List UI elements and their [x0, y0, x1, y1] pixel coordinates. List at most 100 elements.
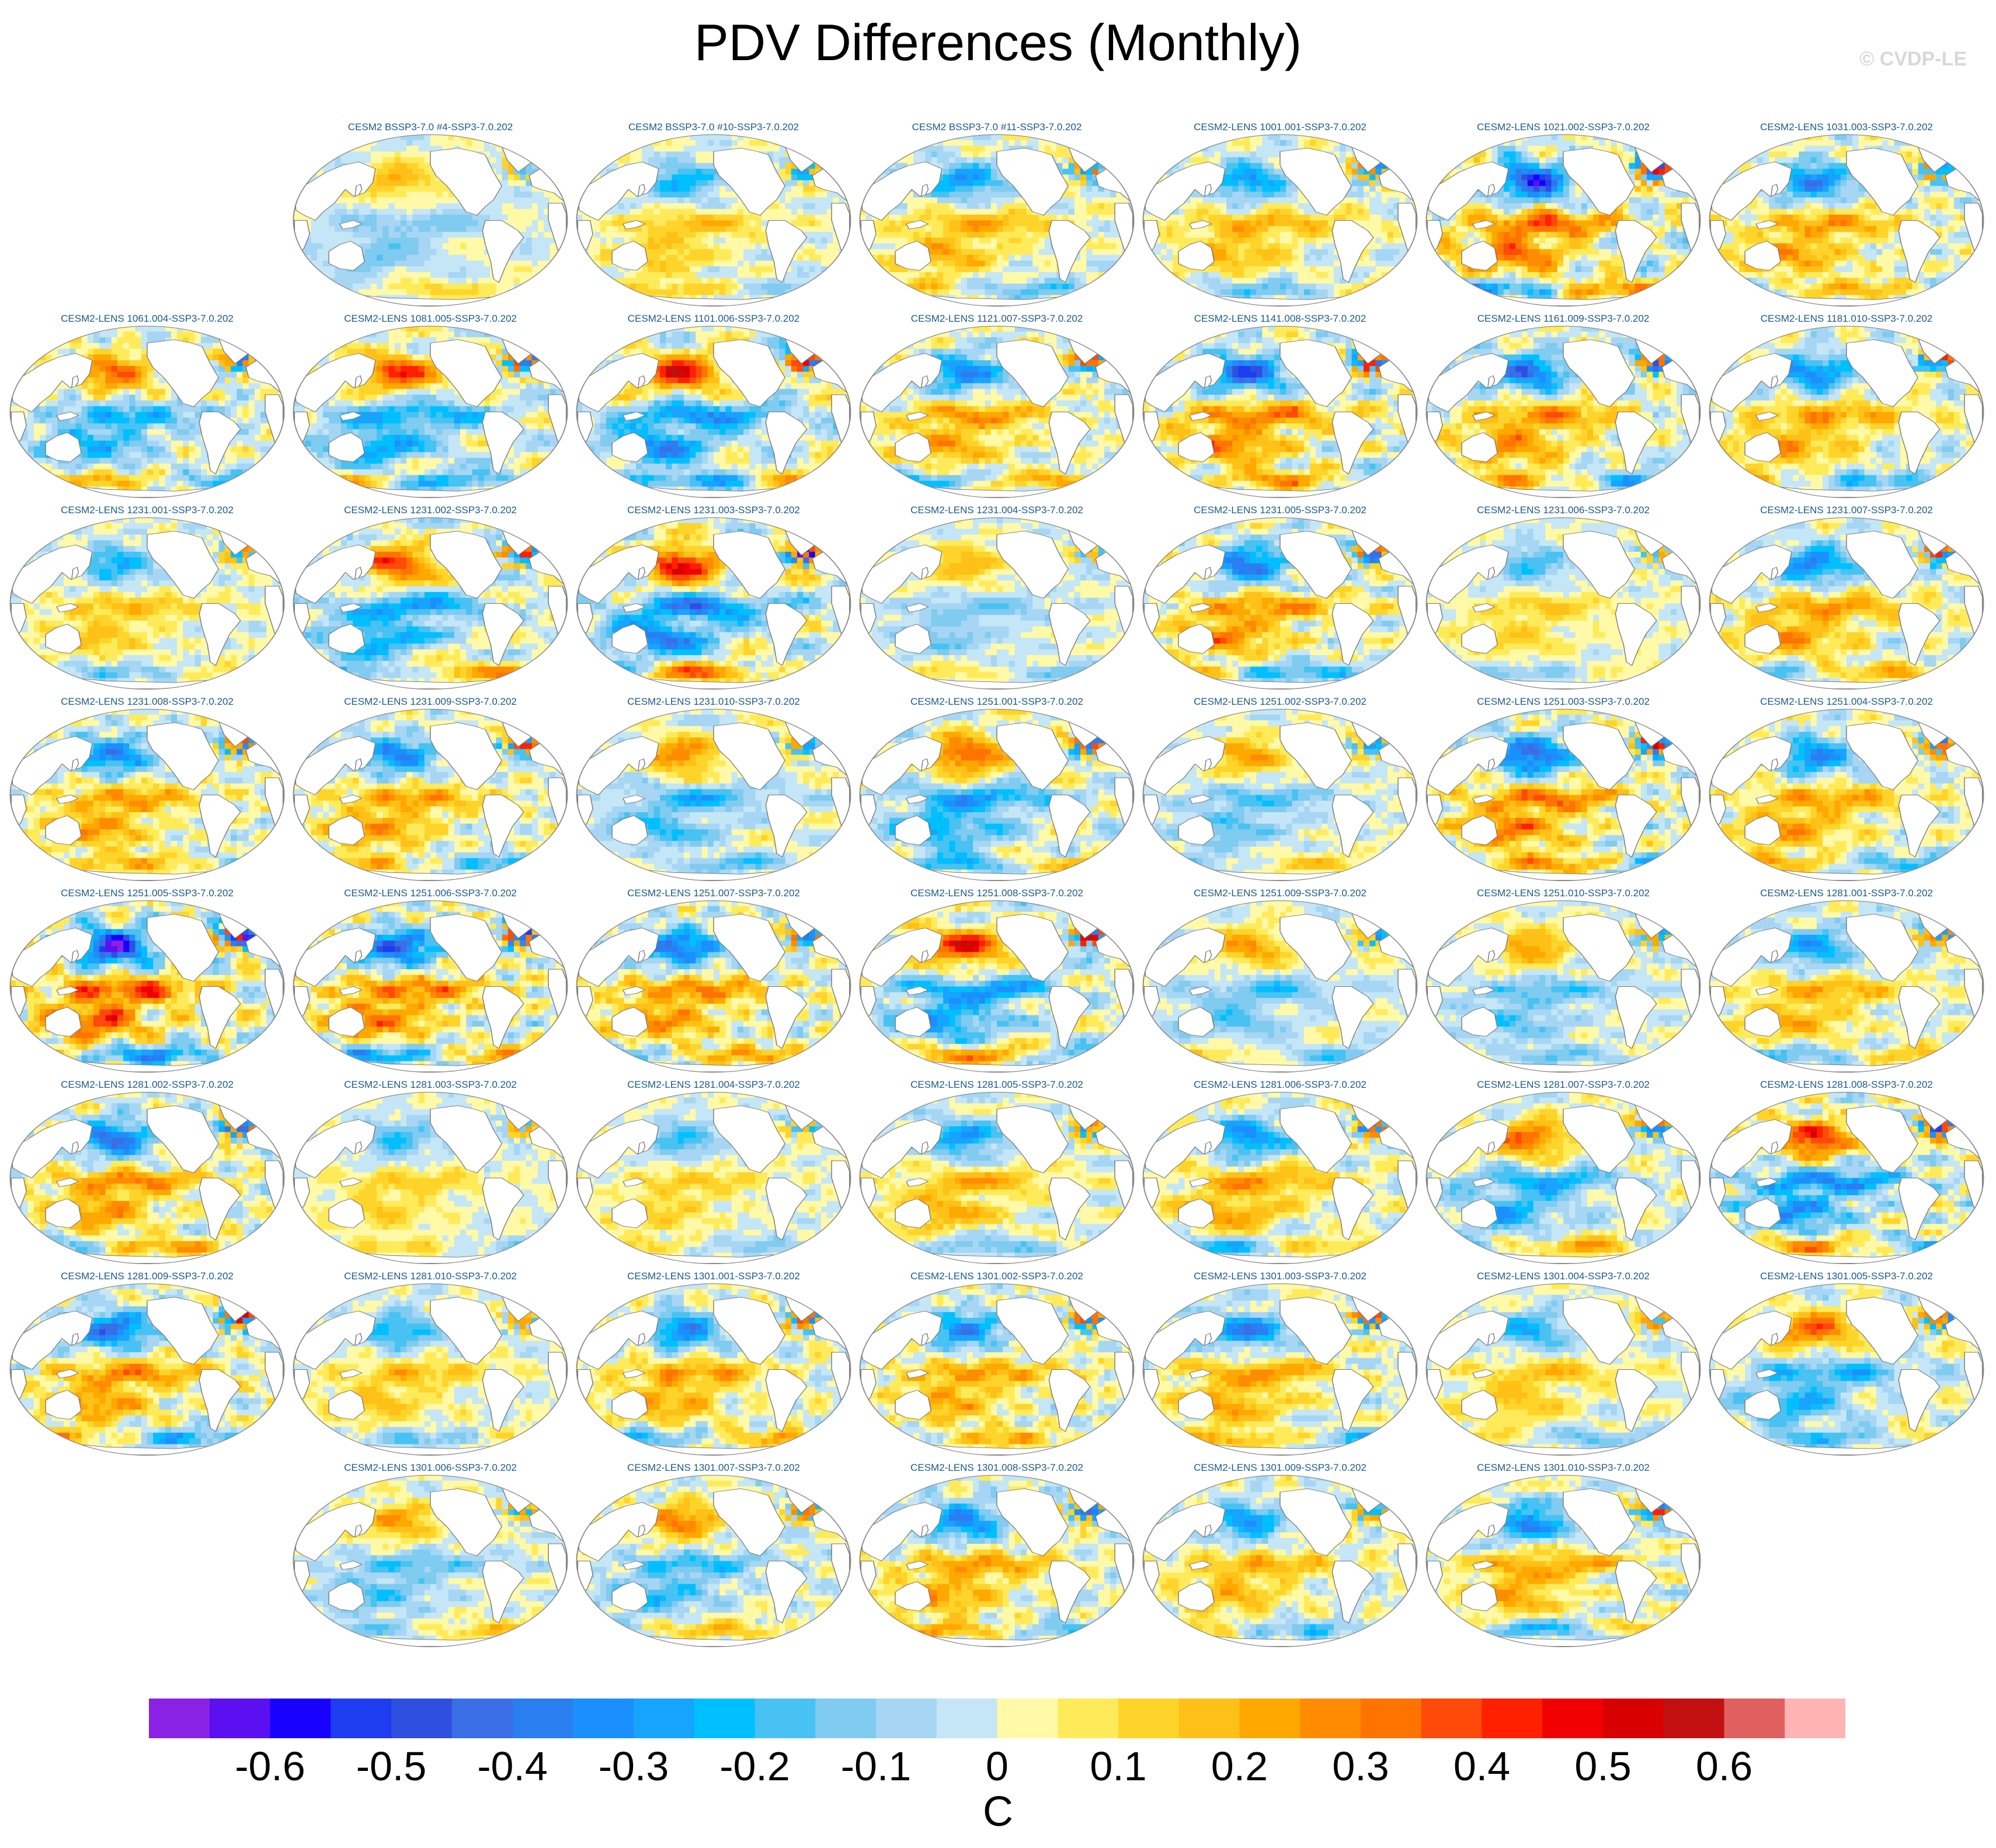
panel-title: CESM2 BSSP3-7.0 #4-SSP3-7.0.202 [290, 121, 571, 133]
panel-title: CESM2-LENS 1251.001-SSP3-7.0.202 [857, 696, 1137, 708]
map-panel: CESM2-LENS 1181.010-SSP3-7.0.202 [1706, 313, 1987, 500]
map-panel: CESM2-LENS 1301.004-SSP3-7.0.202 [1423, 1271, 1703, 1457]
map-panel: CESM2 BSSP3-7.0 #4-SSP3-7.0.202 [290, 121, 571, 308]
anomaly-map [293, 709, 568, 881]
colorbar-swatch [1300, 1699, 1361, 1738]
anomaly-map [1426, 134, 1701, 307]
anomaly-map [860, 1475, 1134, 1647]
panel-title: CESM2-LENS 1161.009-SSP3-7.0.202 [1423, 313, 1703, 325]
map-panel: CESM2-LENS 1231.002-SSP3-7.0.202 [290, 504, 571, 691]
colorbar-swatch [1482, 1699, 1543, 1738]
colorbar-swatch [1118, 1699, 1179, 1738]
panel-title: CESM2-LENS 1281.001-SSP3-7.0.202 [1706, 888, 1987, 899]
map-panel: CESM2-LENS 1231.005-SSP3-7.0.202 [1140, 504, 1420, 691]
colorbar-swatch [1664, 1699, 1724, 1738]
map-panel: CESM2-LENS 1231.009-SSP3-7.0.202 [290, 696, 571, 883]
colorbar-swatch [452, 1699, 513, 1738]
map-panel: CESM2-LENS 1161.009-SSP3-7.0.202 [1423, 313, 1703, 500]
colorbar-swatch [270, 1699, 331, 1738]
anomaly-map [293, 900, 568, 1073]
panel-title: CESM2-LENS 1231.009-SSP3-7.0.202 [290, 696, 571, 708]
colorbar-swatch [573, 1699, 634, 1738]
colorbar-swatch [1361, 1699, 1421, 1738]
colorbar-swatch [815, 1699, 876, 1738]
colorbar-swatch [1179, 1699, 1240, 1738]
map-panel: CESM2-LENS 1231.007-SSP3-7.0.202 [1706, 504, 1987, 691]
colorbar-tick-label: 0.5 [1574, 1743, 1631, 1790]
map-panel: CESM2-LENS 1301.003-SSP3-7.0.202 [1140, 1271, 1420, 1457]
panel-title: CESM2-LENS 1281.007-SSP3-7.0.202 [1423, 1079, 1703, 1091]
anomaly-map [1143, 1283, 1417, 1456]
anomaly-map [1143, 326, 1417, 498]
panel-title: CESM2-LENS 1231.001-SSP3-7.0.202 [7, 504, 287, 516]
anomaly-map [1709, 517, 1984, 690]
map-panel: CESM2-LENS 1251.002-SSP3-7.0.202 [1140, 696, 1420, 883]
colorbar-tick-label: -0.3 [599, 1743, 669, 1790]
map-panel: CESM2-LENS 1301.008-SSP3-7.0.202 [857, 1462, 1137, 1649]
map-panel: CESM2-LENS 1231.001-SSP3-7.0.202 [7, 504, 287, 691]
anomaly-map [576, 134, 851, 307]
colorbar-swatch [876, 1699, 937, 1738]
map-panel: CESM2-LENS 1281.003-SSP3-7.0.202 [290, 1079, 571, 1266]
colorbar-tick-label: 0.4 [1453, 1743, 1510, 1790]
map-panel: CESM2-LENS 1281.006-SSP3-7.0.202 [1140, 1079, 1420, 1266]
colorbar-swatch [1240, 1699, 1300, 1738]
colorbar-swatch [1724, 1699, 1785, 1738]
map-panel: CESM2-LENS 1281.005-SSP3-7.0.202 [857, 1079, 1137, 1266]
colorbar-tick-label: 0.1 [1090, 1743, 1146, 1790]
colorbar-swatch [391, 1699, 452, 1738]
panel-title: CESM2-LENS 1251.009-SSP3-7.0.202 [1140, 888, 1420, 899]
map-panel: CESM2-LENS 1251.010-SSP3-7.0.202 [1423, 888, 1703, 1074]
anomaly-map [576, 709, 851, 881]
anomaly-map [293, 1092, 568, 1264]
colorbar-swatch [1785, 1699, 1845, 1738]
panel-title: CESM2-LENS 1251.006-SSP3-7.0.202 [290, 888, 571, 899]
map-panel: CESM2-LENS 1251.005-SSP3-7.0.202 [7, 888, 287, 1074]
anomaly-map [1426, 1475, 1701, 1647]
panel-title: CESM2-LENS 1231.005-SSP3-7.0.202 [1140, 504, 1420, 516]
anomaly-map [576, 1283, 851, 1456]
panel-title: CESM2-LENS 1031.003-SSP3-7.0.202 [1706, 121, 1987, 133]
panel-title: CESM2-LENS 1301.005-SSP3-7.0.202 [1706, 1271, 1987, 1282]
map-panel: CESM2-LENS 1251.009-SSP3-7.0.202 [1140, 888, 1420, 1074]
anomaly-map [576, 326, 851, 498]
colorbar-swatch [210, 1699, 270, 1738]
colorbar-swatch [149, 1699, 210, 1738]
anomaly-map [293, 134, 568, 307]
colorbar-swatch [331, 1699, 391, 1738]
panel-title: CESM2-LENS 1301.010-SSP3-7.0.202 [1423, 1462, 1703, 1474]
anomaly-map [293, 517, 568, 690]
panel-title: CESM2-LENS 1251.007-SSP3-7.0.202 [573, 888, 854, 899]
panel-title: CESM2-LENS 1231.006-SSP3-7.0.202 [1423, 504, 1703, 516]
map-panel: CESM2-LENS 1301.005-SSP3-7.0.202 [1706, 1271, 1987, 1457]
colorbar-swatch [1542, 1699, 1603, 1738]
anomaly-map [293, 326, 568, 498]
anomaly-map [860, 517, 1134, 690]
map-panel: CESM2-LENS 1301.006-SSP3-7.0.202 [290, 1462, 571, 1649]
anomaly-map [1143, 134, 1417, 307]
colorbar-unit-label: C [0, 1788, 1996, 1836]
colorbar-tick-label: 0.3 [1332, 1743, 1389, 1790]
panel-title: CESM2-LENS 1281.003-SSP3-7.0.202 [290, 1079, 571, 1091]
colorbar-tick-label: -0.5 [356, 1743, 427, 1790]
colorbar-tick-label: 0 [986, 1743, 1009, 1790]
colorbar-swatch [694, 1699, 755, 1738]
anomaly-map [1709, 134, 1984, 307]
map-panel: CESM2-LENS 1231.003-SSP3-7.0.202 [573, 504, 854, 691]
map-panel: CESM2-LENS 1251.008-SSP3-7.0.202 [857, 888, 1137, 1074]
anomaly-map [1143, 900, 1417, 1073]
map-panel: CESM2-LENS 1251.007-SSP3-7.0.202 [573, 888, 854, 1074]
panel-title: CESM2-LENS 1251.004-SSP3-7.0.202 [1706, 696, 1987, 708]
panel-title: CESM2-LENS 1251.008-SSP3-7.0.202 [857, 888, 1137, 899]
map-panel: CESM2 BSSP3-7.0 #11-SSP3-7.0.202 [857, 121, 1137, 308]
map-panel: CESM2-LENS 1001.001-SSP3-7.0.202 [1140, 121, 1420, 308]
anomaly-map [1709, 326, 1984, 498]
map-panel: CESM2-LENS 1231.010-SSP3-7.0.202 [573, 696, 854, 883]
anomaly-map [1143, 1475, 1417, 1647]
anomaly-map [576, 900, 851, 1073]
map-panel: CESM2-LENS 1281.002-SSP3-7.0.202 [7, 1079, 287, 1266]
anomaly-map [10, 900, 284, 1073]
panel-title: CESM2-LENS 1281.005-SSP3-7.0.202 [857, 1079, 1137, 1091]
panel-title: CESM2-LENS 1231.008-SSP3-7.0.202 [7, 696, 287, 708]
colorbar-tick-label: 0.2 [1211, 1743, 1268, 1790]
